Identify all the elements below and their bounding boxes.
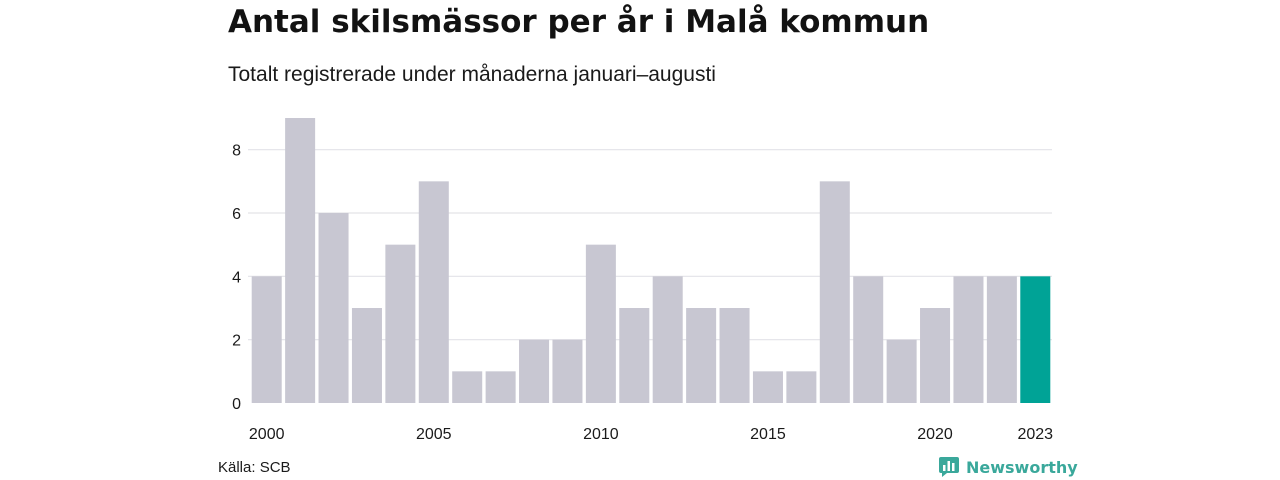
bar-2021 (953, 276, 984, 403)
bar-2017 (819, 181, 850, 403)
x-tick-label: 2020 (917, 426, 953, 443)
x-axis-ticks: 2000 2005 2010 2015 2020 2023 (249, 426, 1053, 443)
bar-2008 (519, 339, 550, 403)
x-tick-label: 2015 (750, 426, 786, 443)
bars (251, 118, 1051, 403)
bar-2011 (619, 308, 650, 403)
bar-2001 (285, 118, 316, 403)
gridlines (248, 149, 1052, 341)
bar-2003 (351, 308, 382, 403)
bar-2014 (719, 308, 750, 403)
x-tick-label: 2010 (583, 426, 619, 443)
bar-2019 (886, 339, 917, 403)
bar-2007 (485, 371, 516, 403)
bar-2022 (986, 276, 1017, 403)
x-tick-label: 2000 (249, 426, 285, 443)
bar-2002 (318, 213, 349, 403)
bar-2006 (452, 371, 483, 403)
y-tick-label: 2 (232, 333, 241, 350)
bar-2020 (920, 308, 951, 403)
bar-2009 (552, 339, 583, 403)
brand-logo: Newsworthy (938, 456, 1078, 478)
chart-subtitle: Totalt registrerade under månaderna janu… (228, 63, 716, 86)
y-axis-ticks: 0 2 4 6 8 (232, 143, 241, 413)
bar-2018 (853, 276, 884, 403)
bar-2005 (418, 181, 449, 403)
bar-2004 (385, 244, 416, 403)
source-note: Källa: SCB (218, 459, 291, 476)
chart-title: Antal skilsmässor per år i Malå kommun (228, 4, 930, 40)
bar-2000 (251, 276, 282, 403)
y-tick-label: 6 (232, 206, 241, 223)
y-tick-label: 4 (232, 269, 241, 286)
bar-2010 (585, 244, 616, 403)
bar-2016 (786, 371, 817, 403)
newsworthy-logo-icon (939, 457, 959, 477)
x-tick-label: 2023 (1017, 426, 1053, 443)
bar-2013 (686, 308, 717, 403)
bar-2012 (652, 276, 683, 403)
bar-2015 (752, 371, 783, 403)
bar-2023 (1020, 276, 1051, 403)
y-tick-label: 0 (232, 396, 241, 413)
brand-name: Newsworthy (966, 457, 1078, 477)
y-tick-label: 8 (232, 143, 241, 160)
x-tick-label: 2005 (416, 426, 452, 443)
